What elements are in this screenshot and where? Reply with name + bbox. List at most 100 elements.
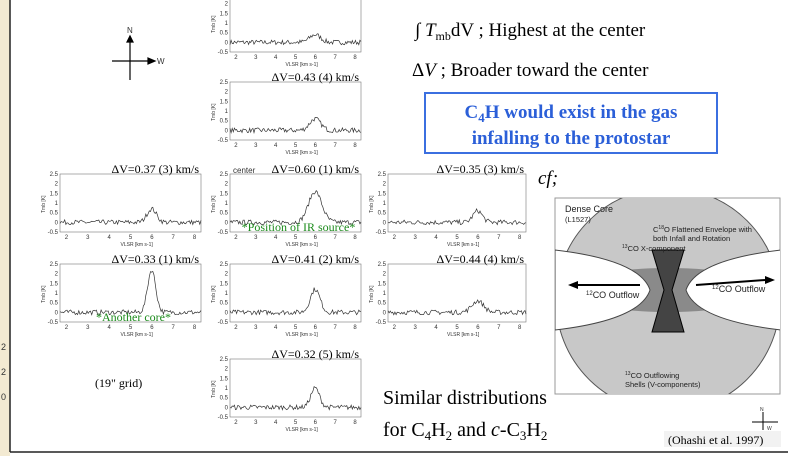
- conclusion-box: [424, 92, 718, 154]
- t: ]: [151, 242, 153, 248]
- t: 2: [446, 428, 453, 443]
- t: T: [211, 118, 217, 121]
- x-tick-label: 5: [294, 55, 298, 61]
- x-tick-label: 6: [314, 55, 318, 61]
- t: [km s: [299, 242, 313, 248]
- t: -1: [147, 242, 152, 248]
- t: mb: [436, 29, 451, 43]
- x-tick-label: 2: [393, 235, 397, 241]
- reference: (Ohashi et al. 1997): [668, 433, 763, 447]
- y-tick-label: 0.5: [378, 301, 387, 307]
- x-tick-label: 3: [86, 325, 90, 331]
- t: ]: [316, 427, 318, 433]
- t: LSR: [289, 427, 299, 433]
- y-axis-label: Tmb [K]: [369, 285, 375, 303]
- x-tick-label: 4: [434, 235, 438, 241]
- y-tick-label: 2: [225, 182, 229, 188]
- t: -1: [312, 332, 317, 338]
- x-axis-label: VLSR [km s-1]: [286, 427, 319, 433]
- panel-note: *Another core*: [96, 310, 171, 324]
- t: C: [653, 225, 659, 234]
- t: LSR: [124, 332, 134, 338]
- t: LSR: [124, 242, 134, 248]
- fragment: 0: [1, 392, 6, 402]
- t: mb: [369, 293, 375, 300]
- y-tick-label: 2.5: [220, 172, 229, 178]
- diagram-compass-w: W: [767, 426, 772, 432]
- similar-line: for C4H2 and c-C3H2: [383, 419, 547, 443]
- diagram-label: 13CO X-component: [622, 244, 686, 253]
- y-tick-label: 2.5: [50, 262, 59, 268]
- spectrum: [229, 385, 362, 411]
- t: T: [425, 20, 437, 41]
- delta-v-label: ΔV=0.43 (4) km/s: [272, 70, 360, 84]
- delta-v-label: ΔV=0.60 (1) km/s: [272, 162, 360, 176]
- y-tick-label: 1: [225, 201, 229, 207]
- y-tick-label: 0: [225, 40, 229, 46]
- t: and: [452, 419, 491, 441]
- t: [K]: [211, 285, 217, 293]
- t: 13: [625, 371, 631, 377]
- spectrum: [387, 207, 527, 226]
- t: 18: [658, 225, 664, 231]
- x-tick-label: 6: [314, 143, 318, 149]
- t: H: [431, 419, 445, 441]
- x-axis-label: VLSR [km s-1]: [286, 332, 319, 338]
- x-tick-label: 4: [274, 325, 278, 331]
- t: T: [211, 395, 217, 398]
- t: [km s: [134, 242, 148, 248]
- t: -1: [312, 62, 317, 68]
- spectrum-panel: -0.5 0 0.5 1 1.5 2 2.5 2 3 4 5 6 7 8 Tmb [K] VLSR [km s…: [41, 162, 202, 248]
- t: ]: [478, 332, 480, 338]
- t: -1: [473, 242, 478, 248]
- y-axis-label: Tmb [K]: [211, 285, 217, 303]
- t: ∫: [414, 20, 425, 42]
- x-tick-label: 5: [455, 325, 459, 331]
- diagram-label: Shells (V-components): [625, 380, 701, 389]
- x-tick-label: 4: [274, 143, 278, 149]
- panel-frame: [229, 81, 362, 141]
- t: mb: [369, 203, 375, 210]
- y-tick-label: 0.5: [220, 119, 229, 125]
- similar-line: Similar distributions: [383, 387, 547, 409]
- grid-note: (19" grid): [95, 376, 142, 390]
- t: T: [369, 210, 375, 213]
- t: mb: [41, 293, 47, 300]
- diagram-label: C18O Flattened Envelope with: [653, 225, 752, 234]
- t: H: [526, 419, 540, 441]
- y-tick-label: 1.5: [378, 191, 387, 197]
- panel-frame: [387, 263, 527, 323]
- x-axis-label: VLSR [km s-1]: [447, 242, 480, 248]
- spectrum: [387, 299, 527, 316]
- t: [K]: [211, 380, 217, 388]
- y-axis-label: Tmb [K]: [41, 195, 47, 213]
- spectrum-panel: -0.5 0 0.5 1 1.5 2 2.5 2 3 4 5 6 7 8 Tmb [K] VLSR [km s…: [211, 252, 362, 338]
- y-tick-label: 0: [225, 310, 229, 316]
- position-label: center: [233, 166, 256, 175]
- x-tick-label: 4: [274, 420, 278, 426]
- t: [km s: [299, 62, 313, 68]
- t: CO Outflowing: [631, 371, 680, 380]
- t: -1: [312, 150, 317, 156]
- delta-v-label: ΔV=0.41 (2) km/s: [272, 252, 360, 266]
- delta-v-label: ΔV=0.37 (3) km/s: [112, 162, 200, 176]
- y-tick-label: -0.5: [218, 320, 229, 326]
- t: V: [286, 62, 290, 68]
- t: C: [465, 102, 479, 123]
- x-tick-label: 5: [129, 235, 133, 241]
- y-axis-label: Tmb [K]: [41, 285, 47, 303]
- t: -1: [312, 242, 317, 248]
- x-axis-label: VLSR [km s-1]: [121, 332, 154, 338]
- x-tick-label: 8: [353, 420, 357, 426]
- x-tick-label: 5: [294, 325, 298, 331]
- delta-v-label: ΔV=0.33 (1) km/s: [112, 252, 200, 266]
- y-tick-label: 1.5: [220, 11, 229, 17]
- y-tick-label: 1.5: [50, 281, 59, 287]
- x-tick-label: 3: [254, 55, 258, 61]
- x-tick-label: 6: [150, 325, 154, 331]
- t: mb: [211, 388, 217, 395]
- t: [km s: [299, 150, 313, 156]
- x-tick-label: 8: [353, 143, 357, 149]
- panel-frame: [59, 173, 202, 233]
- spectrum: [229, 189, 362, 226]
